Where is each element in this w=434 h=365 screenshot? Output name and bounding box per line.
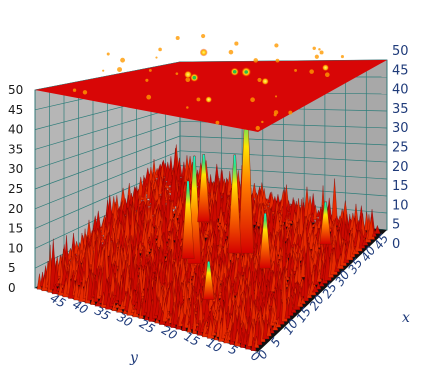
y-tick-label: 10 — [204, 336, 225, 356]
z-tick-label: 50 — [392, 44, 409, 59]
y-axis-label: y — [129, 350, 139, 365]
z-tick-label: 10 — [392, 198, 409, 213]
z-tick-label: 40 — [392, 83, 409, 98]
z-ticks-right: 0 5 10 15 20 25 30 35 40 45 50 — [392, 44, 409, 252]
surface-peak — [319, 201, 332, 245]
x-tick-label: 5 — [268, 335, 284, 349]
surface-peaks — [36, 100, 381, 351]
z-ticks-left: 0 5 10 15 20 25 30 35 40 45 50 — [8, 83, 23, 295]
y-tick-label: 40 — [70, 297, 91, 317]
z-tick-label: 0 — [392, 237, 400, 252]
surface-peak — [197, 154, 211, 223]
z-tick-label: 15 — [392, 179, 409, 194]
y-tick-label: 25 — [137, 316, 157, 336]
z-tick-label: 45 — [8, 103, 23, 117]
z-tick-label: 30 — [8, 162, 23, 176]
z-tick-label: 45 — [392, 63, 409, 78]
y-tick-label: 15 — [182, 329, 202, 349]
y-tick-label: 20 — [159, 323, 180, 343]
z-tick-label: 50 — [8, 83, 23, 97]
z-tick-label: 25 — [8, 182, 23, 196]
y-tick-label: 30 — [115, 310, 136, 330]
z-tick-label: 20 — [8, 202, 23, 216]
z-tick-label: 35 — [392, 102, 409, 117]
z-tick-label: 10 — [8, 241, 23, 255]
surface-peak — [227, 154, 242, 254]
z-tick-label: 20 — [392, 160, 409, 175]
z-tick-label: 35 — [8, 142, 23, 156]
z-tick-label: 0 — [8, 281, 16, 295]
y-tick-label: 45 — [48, 291, 68, 311]
y-tick-label: 5 — [226, 342, 240, 358]
surface-peak — [259, 213, 272, 269]
surface-peak — [202, 261, 215, 300]
z-tick-label: 25 — [392, 141, 409, 156]
y-tick-label: 35 — [92, 304, 112, 324]
z-tick-label: 5 — [8, 261, 16, 275]
x-axis-label: x — [402, 310, 410, 326]
surface-peak — [181, 180, 195, 259]
z-tick-label: 5 — [392, 218, 400, 233]
z-tick-label: 30 — [392, 121, 409, 136]
top-projection — [35, 33, 387, 132]
z-tick-label: 15 — [8, 222, 23, 236]
z-tick-label: 40 — [8, 123, 23, 137]
